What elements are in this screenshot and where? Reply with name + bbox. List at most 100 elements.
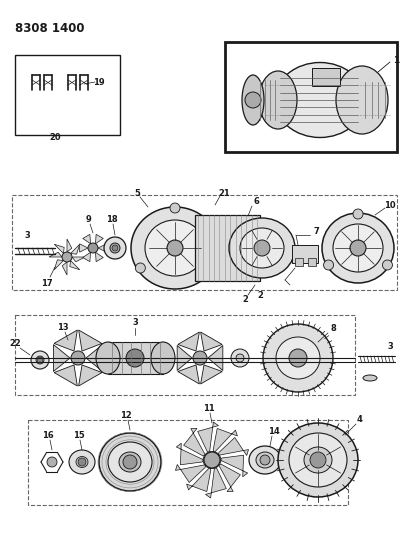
Ellipse shape: [332, 224, 382, 272]
Polygon shape: [178, 332, 199, 351]
Polygon shape: [54, 365, 77, 386]
Text: 20: 20: [49, 133, 61, 141]
Ellipse shape: [135, 263, 145, 273]
Ellipse shape: [104, 237, 126, 259]
Polygon shape: [95, 252, 103, 262]
Ellipse shape: [76, 456, 88, 467]
Text: 9: 9: [86, 215, 92, 224]
Circle shape: [259, 455, 270, 465]
Polygon shape: [79, 365, 102, 386]
Text: 10: 10: [383, 200, 395, 209]
Text: 13: 13: [57, 324, 69, 333]
Bar: [294, 258, 302, 266]
Polygon shape: [79, 244, 88, 252]
Ellipse shape: [382, 260, 391, 270]
Circle shape: [112, 245, 118, 251]
Ellipse shape: [262, 324, 332, 392]
Circle shape: [288, 349, 306, 367]
Bar: [12, 195, 396, 290]
Text: 4: 4: [356, 416, 362, 424]
Ellipse shape: [277, 423, 357, 497]
Ellipse shape: [108, 442, 152, 482]
Circle shape: [349, 240, 365, 256]
Bar: [291, 245, 317, 263]
Ellipse shape: [248, 446, 280, 474]
Polygon shape: [205, 467, 226, 498]
Polygon shape: [49, 252, 62, 257]
Polygon shape: [95, 235, 103, 244]
Ellipse shape: [96, 342, 120, 374]
Circle shape: [309, 452, 325, 468]
Text: 6: 6: [252, 198, 258, 206]
Ellipse shape: [236, 354, 243, 362]
Text: 21: 21: [218, 189, 229, 198]
Ellipse shape: [36, 356, 44, 364]
Polygon shape: [83, 235, 90, 244]
Text: 8: 8: [329, 325, 335, 334]
Circle shape: [204, 452, 220, 468]
Ellipse shape: [323, 260, 333, 270]
Bar: [195, 215, 259, 281]
Text: 22: 22: [9, 340, 21, 349]
Polygon shape: [218, 438, 248, 456]
Text: 14: 14: [267, 427, 279, 437]
Polygon shape: [200, 365, 222, 384]
Circle shape: [78, 458, 86, 466]
Circle shape: [123, 455, 137, 469]
Text: 3: 3: [132, 319, 137, 327]
Polygon shape: [79, 330, 102, 351]
Circle shape: [37, 357, 43, 363]
Ellipse shape: [288, 433, 346, 487]
Ellipse shape: [303, 447, 331, 473]
Circle shape: [71, 351, 85, 365]
Text: 11: 11: [202, 405, 214, 414]
Polygon shape: [53, 344, 70, 372]
Text: 17: 17: [41, 279, 53, 287]
Text: 1: 1: [392, 55, 398, 64]
Ellipse shape: [335, 66, 387, 134]
Ellipse shape: [241, 75, 263, 125]
Polygon shape: [186, 467, 210, 491]
Text: 5: 5: [134, 189, 139, 198]
Circle shape: [245, 92, 261, 108]
Ellipse shape: [110, 243, 120, 253]
Ellipse shape: [69, 450, 95, 474]
Text: 18: 18: [106, 214, 117, 223]
Ellipse shape: [145, 220, 204, 276]
Polygon shape: [200, 332, 222, 351]
Polygon shape: [183, 429, 205, 456]
Circle shape: [193, 351, 207, 365]
Ellipse shape: [170, 203, 180, 213]
Text: 3: 3: [386, 343, 392, 351]
Circle shape: [62, 252, 72, 262]
Circle shape: [126, 349, 144, 367]
Ellipse shape: [275, 337, 319, 379]
Ellipse shape: [362, 375, 376, 381]
Polygon shape: [72, 257, 85, 262]
Polygon shape: [218, 464, 240, 491]
Circle shape: [88, 243, 98, 253]
Polygon shape: [197, 422, 218, 453]
Polygon shape: [178, 365, 199, 384]
Polygon shape: [98, 244, 106, 252]
Ellipse shape: [229, 218, 294, 278]
Circle shape: [254, 240, 270, 256]
Polygon shape: [175, 464, 205, 482]
Polygon shape: [213, 429, 237, 453]
Circle shape: [166, 240, 182, 256]
Ellipse shape: [258, 71, 296, 129]
Ellipse shape: [99, 433, 161, 491]
Ellipse shape: [274, 62, 364, 138]
Ellipse shape: [230, 349, 248, 367]
Text: 15: 15: [73, 432, 85, 440]
Ellipse shape: [119, 452, 141, 472]
Bar: [15, 55, 120, 135]
Text: 7: 7: [312, 228, 318, 237]
Circle shape: [47, 457, 57, 467]
Polygon shape: [176, 443, 204, 465]
Text: 16: 16: [42, 432, 54, 440]
Ellipse shape: [131, 207, 218, 289]
Polygon shape: [54, 244, 64, 254]
Ellipse shape: [204, 263, 214, 273]
Ellipse shape: [255, 452, 273, 468]
